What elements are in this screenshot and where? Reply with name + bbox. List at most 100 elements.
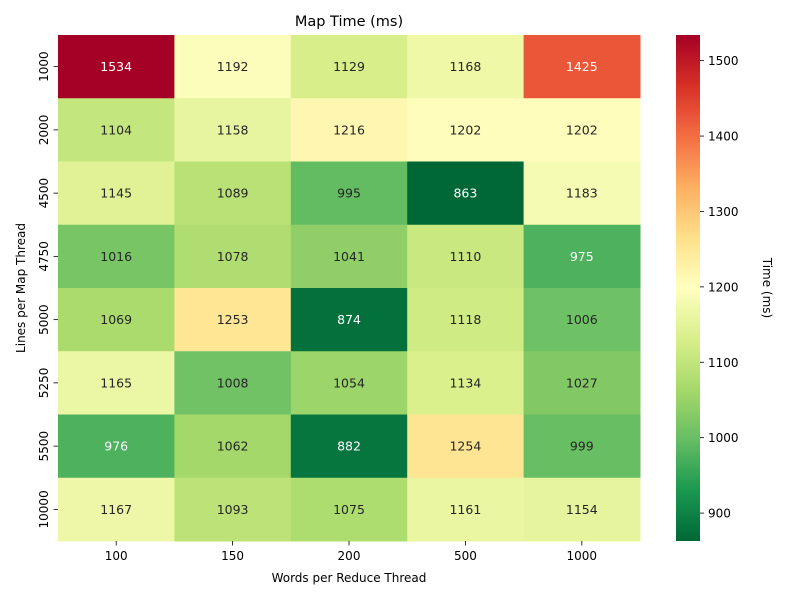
heatmap-cell xyxy=(290,351,408,415)
cell-value-label: 1202 xyxy=(566,122,598,137)
heatmap-cell xyxy=(174,98,292,162)
cell-value-label: 1253 xyxy=(217,312,249,327)
x-tick-label: 150 xyxy=(221,549,244,563)
y-tick-label: 10000 xyxy=(37,490,51,528)
heatmap-cell xyxy=(174,224,292,289)
heatmap-cell xyxy=(174,288,292,352)
colorbar-tick-label: 1000 xyxy=(708,431,739,445)
heatmap-cell xyxy=(58,98,175,162)
cell-value-label: 1016 xyxy=(100,249,132,264)
chart-title: Map Time (ms) xyxy=(295,14,403,30)
heatmap-cell xyxy=(407,224,525,289)
colorbar-tick-label: 1100 xyxy=(708,356,739,370)
cell-value-label: 1118 xyxy=(449,312,481,327)
cell-value-label: 1041 xyxy=(333,249,365,264)
cell-value-label: 1006 xyxy=(566,312,598,327)
heatmap-cell xyxy=(174,477,292,542)
y-tick-label: 4500 xyxy=(37,178,51,209)
heatmap-cell xyxy=(58,351,175,415)
heatmap-cell xyxy=(407,288,525,352)
cell-value-label: 1008 xyxy=(217,375,249,390)
heatmap-cell xyxy=(290,224,408,289)
cell-value-label: 999 xyxy=(570,439,594,454)
cell-value-label: 1078 xyxy=(217,249,249,264)
cell-value-label: 1054 xyxy=(333,375,365,390)
colorbar-label: Time (ms) xyxy=(760,257,774,319)
cell-value-label: 1165 xyxy=(100,375,132,390)
cell-value-label: 1534 xyxy=(100,59,132,74)
heatmap-cell xyxy=(407,351,525,415)
cell-value-label: 995 xyxy=(337,186,361,201)
heatmap-cell xyxy=(523,98,641,162)
heatmap-cell xyxy=(523,477,641,542)
colorbar-tick-label: 900 xyxy=(708,507,731,521)
cell-value-label: 976 xyxy=(104,439,128,454)
heatmap-cell xyxy=(174,161,292,226)
x-tick-label: 100 xyxy=(105,549,128,563)
heatmap-cell xyxy=(174,35,292,99)
heatmap-cell xyxy=(523,35,641,99)
heatmap-cell xyxy=(407,414,525,479)
cell-value-label: 1027 xyxy=(566,375,598,390)
x-axis-ticks: 100 150 200 500 1000 xyxy=(105,541,597,563)
y-axis-ticks: 1000 2000 4500 4750 5000 5250 5500 10000 xyxy=(37,51,58,528)
cell-value-label: 1145 xyxy=(100,186,132,201)
y-tick-label: 4750 xyxy=(37,241,51,272)
cell-value-label: 1110 xyxy=(449,249,481,264)
cell-value-label: 1254 xyxy=(449,439,481,454)
cell-value-label: 1062 xyxy=(217,439,249,454)
x-axis-label: Words per Reduce Thread xyxy=(272,571,427,585)
heatmap-cell xyxy=(290,414,408,479)
heatmap-cell xyxy=(174,351,292,415)
heatmap-cell xyxy=(290,288,408,352)
cell-value-label: 1168 xyxy=(449,59,481,74)
heatmap-cell xyxy=(58,224,175,289)
cell-value-label: 1104 xyxy=(100,122,132,137)
heatmap-cell xyxy=(523,161,641,226)
y-tick-label: 1000 xyxy=(37,51,51,82)
cell-value-label: 1202 xyxy=(449,122,481,137)
cell-value-label: 882 xyxy=(337,439,361,454)
heatmap-cell xyxy=(290,35,408,99)
heatmap-cell xyxy=(58,35,175,99)
x-tick-label: 500 xyxy=(454,549,477,563)
cell-value-label: 1192 xyxy=(217,59,249,74)
cell-value-label: 1154 xyxy=(566,502,598,517)
cell-value-label: 863 xyxy=(453,186,477,201)
cell-value-label: 1069 xyxy=(100,312,132,327)
cell-value-label: 1161 xyxy=(449,502,481,517)
cell-value-label: 1183 xyxy=(566,186,598,201)
x-tick-label: 1000 xyxy=(567,549,598,563)
cell-value-label: 874 xyxy=(337,312,361,327)
cell-value-label: 1089 xyxy=(217,186,249,201)
colorbar-ticks: 900 1000 1100 1200 1300 1400 1500 xyxy=(700,54,739,521)
cell-value-label: 1075 xyxy=(333,502,365,517)
heatmap-cell xyxy=(58,161,175,226)
y-tick-label: 2000 xyxy=(37,115,51,146)
heatmap-cell xyxy=(523,288,641,352)
y-axis-label: Lines per Map Thread xyxy=(14,223,28,353)
heatmap-cells: 1534 1192 1129 1168 1425 1104 1158 1216 1202 1202… xyxy=(58,35,641,542)
heatmap-cell xyxy=(290,477,408,542)
heatmap-cell xyxy=(58,477,175,542)
cell-value-label: 1129 xyxy=(333,59,365,74)
colorbar-tick-label: 1300 xyxy=(708,205,739,219)
colorbar-tick-label: 1200 xyxy=(708,280,739,294)
heatmap-cell xyxy=(523,351,641,415)
cell-value-label: 1134 xyxy=(449,375,481,390)
cell-value-label: 975 xyxy=(570,249,594,264)
heatmap-cell xyxy=(407,35,525,99)
cell-value-label: 1167 xyxy=(100,502,132,517)
heatmap-cell xyxy=(290,98,408,162)
heatmap-cell xyxy=(407,98,525,162)
heatmap-cell xyxy=(290,161,408,226)
heatmap-cell xyxy=(58,414,175,479)
colorbar xyxy=(676,35,700,541)
heatmap-cell xyxy=(523,224,641,289)
x-tick-label: 200 xyxy=(338,549,361,563)
cell-value-label: 1158 xyxy=(217,122,249,137)
cell-value-label: 1093 xyxy=(217,502,249,517)
colorbar-tick-label: 1400 xyxy=(708,130,739,144)
heatmap-cell xyxy=(407,477,525,542)
